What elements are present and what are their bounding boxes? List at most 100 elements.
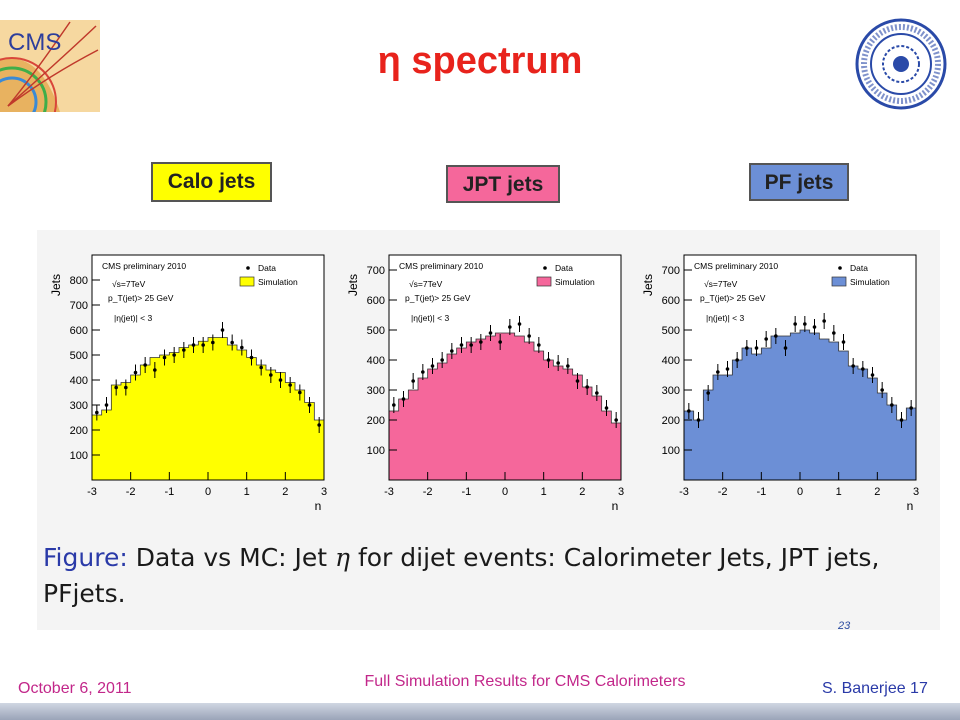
x-axis-label: η	[612, 499, 619, 510]
data-point	[870, 373, 875, 377]
data-point	[754, 346, 759, 350]
x-tick-label: -1	[756, 486, 766, 498]
data-point	[546, 358, 551, 362]
x-axis-label: η	[315, 499, 322, 510]
data-point	[182, 348, 186, 352]
data-point	[508, 325, 512, 329]
data-point	[269, 373, 273, 377]
legend-data-label: Data	[850, 263, 868, 273]
annotation-pt-cut: p_T(jet)> 25 GeV	[108, 293, 174, 303]
x-tick-label: 1	[541, 486, 547, 498]
caption-text-after: for dijet events: Calorimeter Jets, JPT …	[43, 543, 880, 608]
data-point	[725, 367, 730, 371]
footer-bar	[0, 703, 960, 720]
x-tick-label: 3	[913, 486, 919, 498]
data-point	[527, 334, 531, 338]
data-point	[735, 358, 739, 362]
data-point	[288, 383, 292, 387]
slide-title: η spectrum	[377, 40, 583, 82]
data-point	[556, 361, 560, 365]
data-point	[764, 337, 768, 341]
y-tick-label: 300	[367, 385, 385, 397]
annotation-energy: √s=7TeV	[112, 279, 146, 289]
data-point	[307, 403, 312, 407]
annotation-pt-cut: p_T(jet)> 25 GeV	[700, 293, 766, 303]
x-tick-label: 0	[797, 486, 803, 498]
x-tick-label: -3	[87, 486, 97, 498]
data-point	[392, 403, 396, 407]
annotation-cms-preliminary: CMS preliminary 2010	[694, 261, 778, 271]
data-point	[469, 343, 473, 347]
legend-data-marker	[838, 266, 842, 270]
y-tick-label: 600	[70, 325, 88, 337]
data-point	[95, 410, 99, 415]
legend-data-marker	[543, 266, 547, 270]
data-point	[793, 322, 797, 326]
data-point	[133, 370, 138, 375]
y-tick-label: 400	[662, 355, 680, 367]
y-tick-label: 800	[70, 275, 88, 287]
x-tick-label: 3	[618, 486, 624, 498]
annotation-energy: √s=7TeV	[704, 279, 738, 289]
data-point	[249, 355, 254, 360]
data-point	[696, 418, 701, 422]
x-tick-label: -1	[461, 486, 471, 498]
x-tick-label: -2	[423, 486, 433, 498]
y-tick-label: 700	[367, 265, 385, 277]
jpt-jets-histogram: 100 200 300 400 500 600 700 -3 -2 -1 0 1 2 3 Jets η CMS …	[346, 254, 624, 510]
legend-data-label: Data	[555, 263, 573, 273]
y-tick-label: 100	[662, 445, 680, 457]
data-point	[143, 363, 147, 367]
caption-eta: η	[335, 543, 351, 572]
data-point	[716, 370, 720, 374]
data-point	[278, 378, 283, 382]
y-axis-label: Jets	[641, 274, 655, 296]
data-point	[104, 403, 109, 407]
y-tick-label: 100	[70, 450, 88, 462]
x-tick-label: -3	[679, 486, 689, 498]
data-point	[812, 325, 817, 329]
legend-simulation-label: Simulation	[555, 277, 595, 287]
data-point	[421, 370, 425, 374]
data-point	[861, 367, 865, 371]
y-tick-label: 500	[662, 325, 680, 337]
data-point	[211, 340, 215, 345]
annotation-eta-cut: |η(jet)| < 3	[114, 313, 152, 323]
data-point	[614, 418, 618, 422]
legend-simulation-label: Simulation	[258, 277, 298, 287]
data-point	[153, 368, 157, 372]
legend-simulation-swatch	[831, 276, 847, 287]
data-point	[259, 365, 263, 370]
x-tick-label: 1	[244, 486, 250, 498]
data-point	[899, 418, 904, 422]
figure-caption: Figure: Data vs MC: Jet η for dijet even…	[43, 540, 923, 612]
y-tick-label: 400	[70, 375, 88, 387]
legend-simulation-swatch	[239, 276, 255, 287]
y-axis-label: Jets	[49, 274, 63, 296]
calo-jets-label: Calo jets	[151, 162, 272, 202]
annotation-eta-cut: |η(jet)| < 3	[706, 313, 744, 323]
y-tick-label: 600	[662, 295, 680, 307]
data-point	[172, 353, 176, 357]
data-point	[803, 322, 807, 326]
data-point	[479, 340, 483, 344]
legend-simulation-swatch	[536, 276, 552, 287]
data-point	[687, 409, 691, 413]
data-point	[595, 391, 599, 395]
x-tick-label: 0	[205, 486, 211, 498]
legend-simulation-label: Simulation	[850, 277, 890, 287]
data-point	[909, 406, 913, 410]
cms-logo-text: CMS	[8, 29, 61, 56]
footer-author: S. Banerjee 17	[822, 680, 928, 697]
data-point	[162, 355, 167, 360]
data-point	[880, 388, 884, 392]
data-point	[317, 423, 321, 427]
x-tick-label: -2	[126, 486, 136, 498]
footer-title: Full Simulation Results for CMS Calorime…	[364, 673, 686, 690]
data-point	[537, 343, 541, 347]
x-tick-label: -2	[718, 486, 728, 498]
jpt-jets-label-text: JPT jets	[462, 173, 544, 196]
calo-jets-label-text: Calo jets	[167, 170, 256, 193]
jpt-jets-label: JPT jets	[446, 165, 560, 203]
annotation-energy: √s=7TeV	[409, 279, 443, 289]
